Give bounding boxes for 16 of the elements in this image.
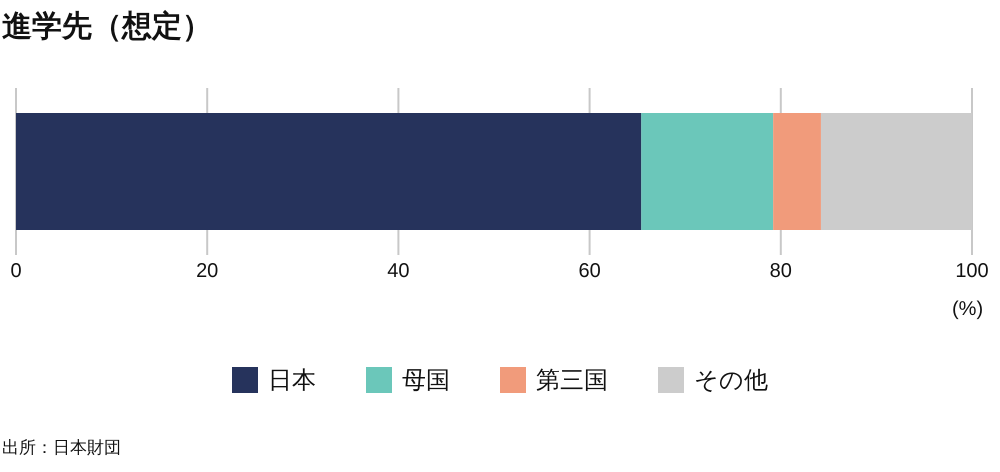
x-tick-label: 80: [770, 260, 792, 282]
legend-label: その他: [694, 366, 768, 396]
bar: [773, 113, 821, 230]
chart-title: 進学先（想定）: [2, 9, 212, 45]
bar: [641, 113, 774, 230]
x-tick-label: 0: [10, 260, 22, 282]
x-tick-label: 40: [387, 260, 410, 282]
x-tick-label: 100: [955, 260, 989, 282]
bar: [16, 113, 642, 230]
x-axis-title: (%): [952, 298, 984, 321]
text: 出所：日本財団: [2, 437, 121, 459]
legend-label: 第三国: [536, 366, 608, 396]
legend-label: 母国: [402, 366, 450, 396]
x-tick-label: 20: [196, 260, 218, 282]
legend-label: 日本: [268, 366, 316, 396]
x-tick-label: 60: [578, 260, 601, 282]
